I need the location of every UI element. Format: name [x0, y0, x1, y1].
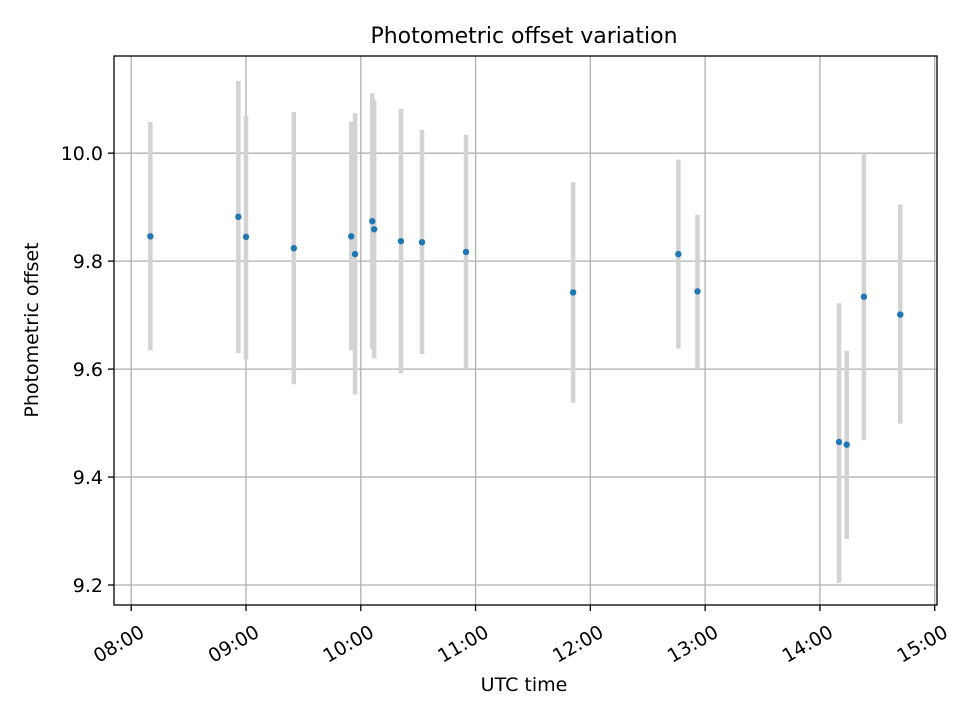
data-point	[418, 239, 426, 246]
data-point	[370, 226, 378, 233]
data-point	[290, 244, 298, 252]
data-point	[242, 233, 250, 241]
data-point	[835, 438, 843, 446]
data-point	[147, 233, 154, 240]
y-tick-label: 9.4	[73, 467, 103, 489]
data-point	[675, 250, 682, 258]
x-axis-label: UTC time	[481, 674, 568, 696]
data-point	[569, 289, 577, 296]
data-point	[897, 311, 904, 318]
data-point	[369, 217, 376, 225]
data-points	[147, 213, 904, 448]
data-point	[348, 233, 355, 240]
data-point	[843, 441, 850, 448]
data-point	[462, 248, 470, 256]
y-tick-label: 9.2	[73, 575, 103, 597]
data-point	[351, 250, 359, 258]
y-tick-label: 9.6	[73, 359, 103, 381]
y-tick-label: 9.8	[73, 251, 103, 273]
data-point	[694, 288, 701, 295]
data-point	[397, 237, 405, 245]
chart-title: Photometric offset variation	[370, 24, 677, 49]
data-point	[860, 293, 868, 300]
y-axis-label: Photometric offset	[21, 242, 43, 417]
grid-lines	[114, 56, 937, 605]
data-point	[235, 213, 242, 221]
y-tick-label: 10.0	[61, 143, 103, 165]
plot-frame	[113, 55, 938, 606]
